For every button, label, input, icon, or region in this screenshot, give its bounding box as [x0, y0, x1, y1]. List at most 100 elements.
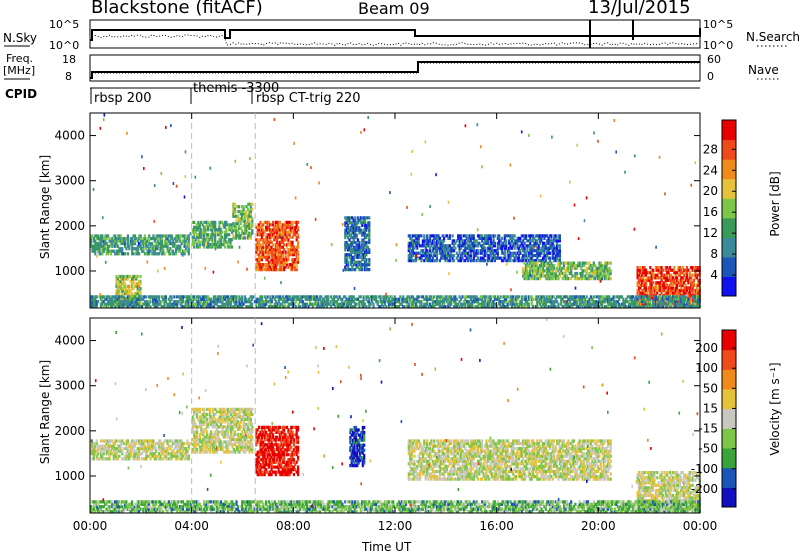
heat-cell [657, 295, 660, 299]
heat-cell [561, 305, 564, 309]
heat-cell [464, 239, 467, 243]
noise-point [107, 302, 110, 305]
heat-cell [460, 239, 463, 243]
heat-cell [108, 449, 111, 453]
heat-cell [558, 254, 561, 258]
heat-cell [479, 251, 482, 255]
heat-cell [234, 295, 237, 299]
heat-cell [474, 305, 477, 309]
heat-cell [133, 291, 136, 296]
heat-cell [201, 295, 204, 299]
heat-cell [283, 268, 286, 272]
heat-cell [663, 297, 666, 301]
heat-cell [653, 297, 656, 301]
heat-cell [207, 297, 210, 301]
heat-cell [539, 241, 542, 245]
heat-cell [664, 266, 667, 270]
heat-cell [366, 221, 369, 225]
heat-cell [105, 447, 108, 451]
heat-cell [271, 255, 275, 259]
heat-cell [416, 295, 419, 299]
heat-cell [195, 233, 199, 237]
heat-cell [543, 302, 546, 306]
heat-cell [636, 281, 639, 285]
heat-cell [674, 288, 677, 293]
heat-cell [191, 305, 194, 309]
heat-cell [598, 295, 601, 299]
heat-cell [523, 297, 526, 301]
heat-cell [126, 442, 129, 446]
heat-cell [184, 295, 187, 299]
heat-cell [653, 273, 656, 277]
heat-cell [115, 304, 118, 308]
heat-cell [379, 295, 382, 299]
heat-cell [95, 449, 98, 453]
heat-cell [399, 302, 402, 306]
heat-cell [567, 302, 570, 306]
heat-cell [191, 228, 194, 232]
heat-cell [458, 241, 461, 245]
heat-cell [142, 237, 145, 241]
heat-cell [642, 271, 645, 275]
heat-cell [683, 273, 686, 277]
heat-cell [543, 234, 546, 238]
heat-cell [585, 302, 588, 306]
heat-cell [101, 295, 104, 299]
heat-cell [315, 295, 319, 299]
heat-cell [270, 240, 273, 244]
heat-cell [375, 300, 378, 304]
heat-cell [584, 300, 587, 304]
heat-cell [539, 254, 542, 258]
heat-cell [124, 237, 127, 241]
heat-cell [218, 238, 221, 242]
nave-tick-top: 60 [707, 53, 721, 66]
heat-cell [363, 226, 367, 230]
heat-cell [553, 246, 556, 250]
heat-cell [644, 283, 648, 287]
heat-cell [361, 265, 364, 269]
freq-line [90, 61, 700, 79]
heat-cell [111, 237, 114, 241]
heat-cell [139, 444, 142, 448]
heat-cell [505, 244, 508, 248]
heat-cell [395, 300, 398, 304]
heat-cell [156, 244, 159, 248]
heat-cell [476, 297, 480, 301]
heat-cell [663, 281, 666, 285]
heat-cell [681, 300, 684, 304]
heat-cell [515, 239, 518, 243]
heat-cell [266, 265, 269, 269]
noise-point [306, 163, 309, 166]
heat-cell [142, 247, 145, 251]
heat-cell [354, 250, 357, 254]
heat-cell [560, 302, 563, 306]
heat-cell [260, 248, 263, 252]
heat-cell [510, 254, 513, 258]
heat-cell [176, 295, 179, 299]
heat-cell [684, 291, 687, 295]
heat-cell [558, 234, 561, 238]
heat-cell [637, 288, 641, 293]
heat-cell [349, 228, 352, 232]
heat-cell [352, 228, 355, 232]
heat-cell [195, 300, 199, 304]
heat-cell [474, 295, 477, 299]
heat-cell [551, 251, 554, 255]
heat-cell [133, 274, 136, 279]
heat-cell [169, 295, 172, 299]
heat-cell [283, 263, 286, 267]
heat-cell [591, 266, 594, 270]
heat-cell [499, 256, 502, 260]
noise-point [234, 209, 237, 213]
heat-cell [500, 251, 504, 255]
heat-cell [347, 300, 350, 304]
heat-cell [419, 244, 422, 248]
heat-cell [601, 305, 604, 309]
heat-cell [338, 302, 341, 306]
heat-cell [179, 239, 182, 243]
heat-cell [145, 244, 148, 248]
heat-cell [434, 246, 437, 250]
heat-cell [267, 253, 270, 257]
heat-cell [526, 244, 529, 248]
heat-cell [598, 269, 601, 273]
